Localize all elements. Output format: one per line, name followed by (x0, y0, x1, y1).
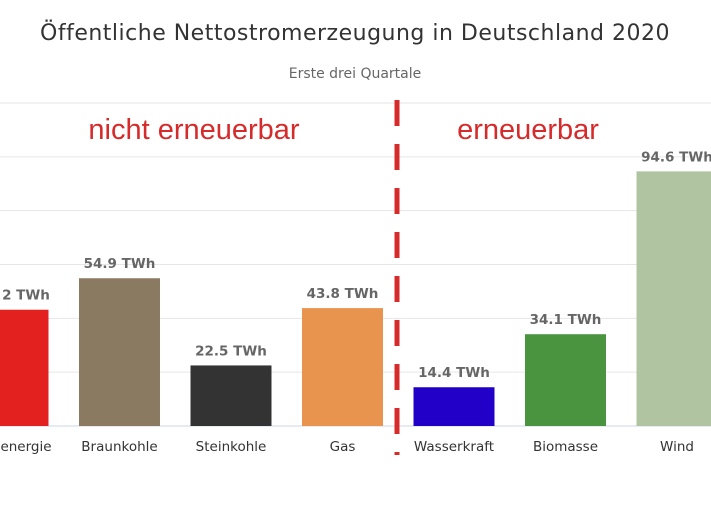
group-label-erneuerbar: erneuerbar (457, 114, 599, 146)
data-label-wasserkraft: 14.4 TWh (418, 365, 490, 381)
group-label-nicht-erneuerbar: nicht erneuerbar (88, 114, 300, 146)
x-tick-labels: energie Braunkohle Steinkohle Gas Wasserkraf… (0, 439, 694, 455)
bar-braunkohle (79, 278, 160, 426)
data-label-kernenergie: 2 TWh (2, 288, 50, 304)
data-label-braunkohle: 54.9 TWh (84, 256, 156, 272)
x-tick-gas: Gas (330, 439, 356, 455)
bar-wasserkraft (413, 387, 495, 426)
bar-biomasse (525, 334, 606, 426)
data-label-wind: 94.6 TWh (641, 149, 711, 165)
data-label-steinkohle: 22.5 TWh (195, 343, 267, 359)
data-label-gas: 43.8 TWh (307, 286, 379, 302)
bars (0, 171, 711, 426)
bar-kernenergie (0, 309, 49, 426)
x-tick-wasserkraft: Wasserkraft (414, 439, 494, 455)
x-tick-biomasse: Biomasse (533, 439, 598, 455)
bar-wind (636, 171, 711, 426)
x-tick-wind: Wind (660, 439, 694, 455)
x-tick-kernenergie: energie (0, 439, 51, 455)
chart-subtitle: Erste drei Quartale (289, 66, 422, 82)
data-label-biomasse: 34.1 TWh (530, 312, 602, 328)
x-tick-steinkohle: Steinkohle (196, 439, 267, 455)
bar-steinkohle (190, 365, 272, 426)
x-tick-braunkohle: Braunkohle (81, 439, 157, 455)
chart-title: Öffentliche Nettostromerzeugung in Deuts… (40, 20, 670, 46)
bar-gas (302, 308, 383, 426)
data-labels: 2 TWh 54.9 TWh 22.5 TWh 43.8 TWh 14.4 TWh 34.… (2, 149, 711, 381)
